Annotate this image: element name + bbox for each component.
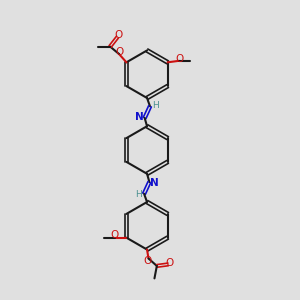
Text: O: O <box>175 54 183 64</box>
Text: N: N <box>135 112 144 122</box>
Text: O: O <box>110 230 119 240</box>
Text: O: O <box>115 46 123 57</box>
Text: O: O <box>166 258 174 268</box>
Text: H: H <box>135 190 142 199</box>
Text: N: N <box>150 178 159 188</box>
Text: O: O <box>143 256 151 266</box>
Text: O: O <box>115 30 123 40</box>
Text: H: H <box>153 101 159 110</box>
